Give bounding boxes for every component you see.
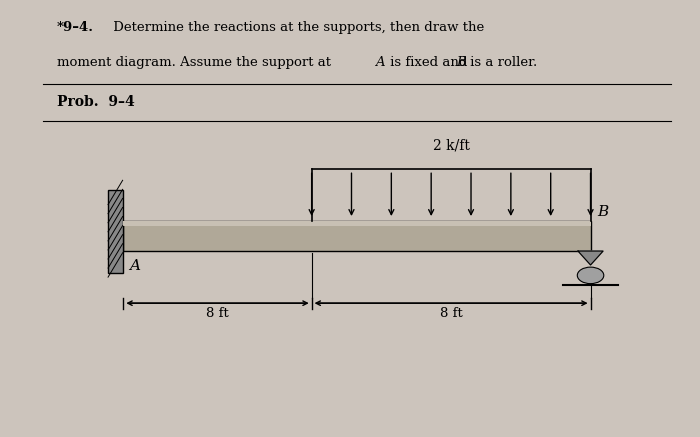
Text: 2 k/ft: 2 k/ft <box>433 138 470 152</box>
Text: Determine the reactions at the supports, then draw the: Determine the reactions at the supports,… <box>109 21 484 34</box>
Text: *9–4.: *9–4. <box>57 21 94 34</box>
Text: 8 ft: 8 ft <box>440 307 463 319</box>
Text: is a roller.: is a roller. <box>466 55 538 69</box>
Text: A: A <box>129 259 140 273</box>
Text: moment diagram. Assume the support at: moment diagram. Assume the support at <box>57 55 335 69</box>
Text: is fixed and: is fixed and <box>386 55 472 69</box>
Polygon shape <box>578 251 603 265</box>
Bar <box>123 221 591 251</box>
Bar <box>108 190 123 273</box>
Circle shape <box>578 267 604 284</box>
Text: A: A <box>375 55 385 69</box>
Text: Prob.  9–4: Prob. 9–4 <box>57 95 135 109</box>
Text: 8 ft: 8 ft <box>206 307 229 319</box>
Bar <box>123 221 591 226</box>
Text: B: B <box>456 55 466 69</box>
Text: B: B <box>598 205 609 218</box>
